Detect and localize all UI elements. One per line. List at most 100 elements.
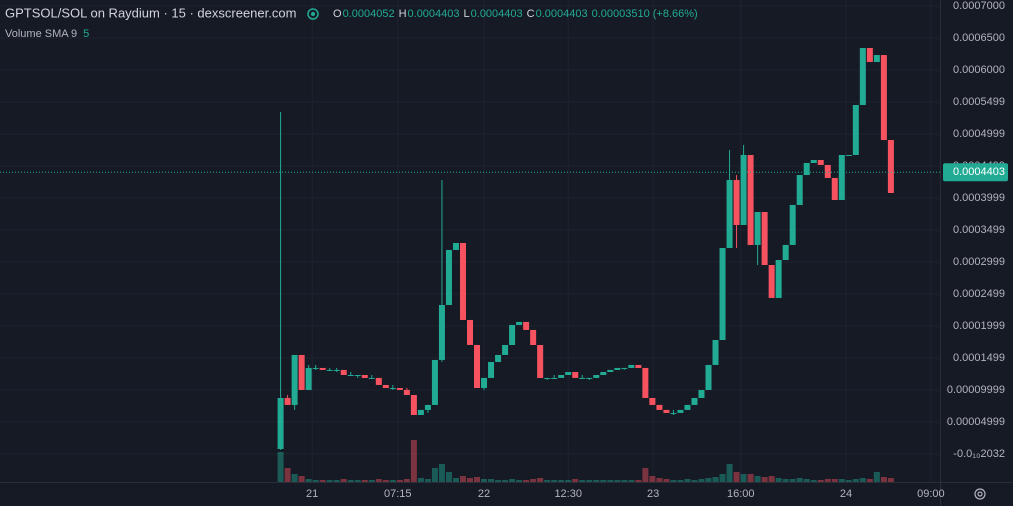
candle-body (705, 364, 712, 390)
candle-body (382, 384, 389, 388)
candle-body (284, 397, 291, 405)
volume-bar (670, 480, 677, 482)
x-tick-label: 12:30 (554, 488, 582, 500)
x-tick-label: 23 (647, 488, 659, 500)
volume-bar (747, 474, 754, 482)
volume-bar (810, 480, 817, 482)
volume-bar (845, 480, 852, 482)
readout-value: 0.0004052 (343, 8, 395, 20)
gear-ring (974, 488, 986, 500)
readout-key: O (333, 8, 342, 20)
volume-bar (691, 480, 698, 482)
last-price-badge (943, 163, 1008, 182)
volume-bar (389, 480, 396, 482)
candle-body (396, 387, 403, 390)
candle-body (607, 369, 614, 372)
candle-body (389, 387, 396, 389)
candle-body (488, 361, 495, 378)
volume-sma-value: 5 (83, 28, 89, 40)
candle-body (649, 397, 656, 405)
y-tick-label: 0.0006000 (953, 64, 1005, 76)
volume-bar (495, 480, 502, 482)
volume-bar (656, 478, 663, 482)
volume-bar (354, 480, 361, 482)
volume-bar (740, 474, 747, 482)
volume-bar (593, 480, 600, 482)
volume-bar (396, 480, 403, 482)
candle-body (873, 55, 880, 63)
candle-body (824, 164, 831, 178)
volume-bar (424, 479, 431, 482)
volume-bar (467, 478, 473, 482)
x-tick-label: 16:00 (727, 488, 755, 500)
x-tick-label: 22 (478, 488, 490, 500)
volume-bar (887, 478, 894, 482)
candle-body (551, 377, 558, 379)
candle-body (438, 304, 445, 360)
volume-bar (768, 476, 775, 482)
volume-bar (859, 478, 866, 482)
y-tick-label: 0.0003999 (953, 192, 1005, 204)
volume-bar (333, 480, 340, 482)
candle-body (572, 371, 579, 378)
volume-bar (719, 474, 726, 482)
candle-body (852, 105, 859, 155)
candle-body (880, 55, 887, 141)
volume-bar (382, 480, 389, 482)
candle-body (298, 354, 305, 390)
volume-bar (481, 479, 488, 482)
candle-body (831, 177, 838, 200)
volume-bar (403, 479, 410, 482)
volume-bar (516, 480, 523, 482)
candle-body (712, 339, 719, 365)
candle-body (719, 247, 726, 340)
readout-key: L (464, 8, 470, 20)
volume-bar (838, 479, 845, 482)
candle-body (859, 47, 866, 106)
volume-bar (789, 479, 796, 482)
candle-body (656, 404, 663, 410)
volume-bar (474, 477, 481, 482)
volume-bar (544, 480, 551, 482)
volume-bar (663, 479, 670, 482)
volume-bar (600, 480, 607, 482)
volume-bar (649, 476, 656, 482)
candle-body (375, 377, 382, 385)
header: GPTSOL/SOL on Raydium · 15 · dexscreener… (5, 5, 698, 39)
candle-body (782, 244, 789, 261)
volume-bar (291, 474, 298, 482)
axes: 0.0007000 0.0006500 0.0006000 0.0005499 0.00… (306, 0, 1008, 500)
candle-body (761, 212, 768, 265)
status-icon[interactable] (307, 8, 319, 20)
candle-body (361, 375, 368, 378)
y-tick-label: 0.0002999 (953, 256, 1005, 268)
candle-body (579, 377, 586, 379)
volume-bar (880, 477, 887, 482)
candle-body (558, 375, 565, 378)
candle-body (481, 377, 488, 388)
volume-bar (284, 468, 291, 482)
y-tick-label: 0.0003499 (953, 224, 1005, 236)
candle-body (410, 394, 417, 415)
x-tick-label: 24 (840, 488, 852, 500)
candle-body (593, 375, 600, 378)
volume-bar (438, 464, 445, 482)
candle-body (698, 389, 705, 398)
candle-body (747, 154, 754, 245)
candle-body (403, 389, 410, 395)
y-tick-label: -0.0₁₀2032 (953, 448, 1005, 460)
candle-body (796, 175, 803, 205)
x-tick-label: 21 (306, 488, 318, 500)
settings-icon[interactable] (974, 488, 986, 500)
candle-body (347, 375, 354, 377)
volume-bar (361, 480, 368, 482)
candle-body (305, 367, 312, 390)
candle-body (502, 344, 509, 355)
candle-body (677, 409, 684, 413)
candle-body (789, 204, 796, 245)
volume-bar (866, 479, 873, 482)
candle-body (368, 377, 375, 379)
volume-bar (368, 480, 375, 482)
volume-bar (733, 472, 740, 482)
